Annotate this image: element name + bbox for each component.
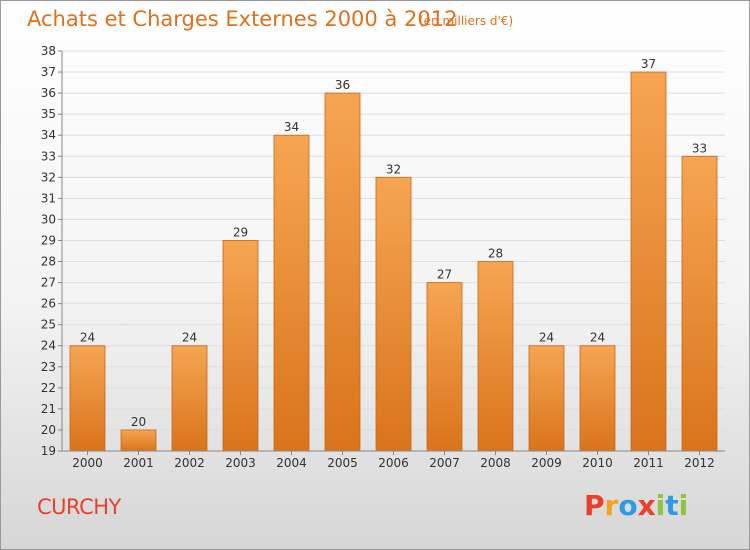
logo-letter: t <box>665 489 679 522</box>
y-tick-label: 20 <box>41 423 56 437</box>
value-label-2008: 28 <box>488 247 503 261</box>
y-tick-label: 38 <box>41 44 56 58</box>
y-tick-label: 30 <box>41 212 56 226</box>
y-tick-label: 29 <box>41 233 56 247</box>
bar-2000 <box>69 345 106 452</box>
y-tick-label: 36 <box>41 86 56 100</box>
x-tick-label-2006: 2006 <box>378 456 409 470</box>
bar-2012 <box>681 155 718 452</box>
bar-2005 <box>324 92 361 452</box>
bar-2010 <box>579 345 616 452</box>
logo-letter: o <box>618 489 638 522</box>
x-tick-label-2000: 2000 <box>72 456 103 470</box>
bar-2002 <box>171 345 208 452</box>
bar-2006 <box>375 176 412 452</box>
x-tick-label-2012: 2012 <box>684 456 715 470</box>
value-label-2005: 36 <box>335 78 350 92</box>
x-tick-label-2005: 2005 <box>327 456 358 470</box>
logo-letter: i <box>655 489 666 522</box>
axes: 19 20 21 22 23 24 25 26 27 28 29 30 31 32 33 34 35 36 37 38… <box>41 44 725 470</box>
bar-2011 <box>630 71 667 452</box>
x-tick-label-2003: 2003 <box>225 456 256 470</box>
y-tick-label: 33 <box>41 149 56 163</box>
y-tick-label: 21 <box>41 402 56 416</box>
y-tick-label: 24 <box>41 339 56 353</box>
value-label-2012: 33 <box>692 141 707 155</box>
y-tick-label: 37 <box>41 65 56 79</box>
value-label-2002: 24 <box>182 331 197 345</box>
y-tick-label: 19 <box>41 444 56 458</box>
bar-2001 <box>120 429 157 452</box>
y-tick-label: 23 <box>41 360 56 374</box>
proxiti-logo: Proxiti <box>584 489 688 522</box>
value-label-2009: 24 <box>539 331 554 345</box>
y-tick-label: 31 <box>41 191 56 205</box>
y-tick-label: 27 <box>41 276 56 290</box>
value-label-2006: 32 <box>386 162 401 176</box>
y-tick-label: 34 <box>41 128 56 142</box>
logo-letter: r <box>604 489 619 522</box>
value-label-2011: 37 <box>641 57 656 71</box>
bar-2009 <box>528 345 565 452</box>
value-label-2010: 24 <box>590 331 605 345</box>
x-tick-label-2011: 2011 <box>633 456 664 470</box>
value-label-2004: 34 <box>284 120 299 134</box>
value-label-2000: 24 <box>80 331 95 345</box>
bar-2003 <box>222 240 259 452</box>
x-tick-label-2009: 2009 <box>531 456 562 470</box>
y-tick-label: 28 <box>41 255 56 269</box>
value-label-2007: 27 <box>437 268 452 282</box>
bar-2004 <box>273 134 310 452</box>
logo-letter: P <box>584 489 605 522</box>
value-label-2001: 20 <box>131 415 146 429</box>
x-tick-label-2007: 2007 <box>429 456 460 470</box>
bar-2008 <box>477 261 514 452</box>
x-tick-label-2001: 2001 <box>123 456 154 470</box>
bar-2007 <box>426 282 463 452</box>
y-tick-label: 26 <box>41 297 56 311</box>
x-tick-label-2008: 2008 <box>480 456 511 470</box>
unit-label: (en milliers d'€) <box>419 14 514 28</box>
x-tick-label-2002: 2002 <box>174 456 205 470</box>
value-label-2003: 29 <box>233 225 248 239</box>
x-tick-label-2004: 2004 <box>276 456 307 470</box>
y-tick-label: 22 <box>41 381 56 395</box>
commune-name: CURCHY <box>37 495 121 519</box>
logo-letter: x <box>637 489 656 522</box>
y-tick-label: 32 <box>41 170 56 184</box>
logo-letter: i <box>678 489 689 522</box>
bars: 24 20 24 29 34 36 32 27 28 24 24 37 33 <box>69 57 718 452</box>
x-tick-label-2010: 2010 <box>582 456 613 470</box>
y-tick-label: 25 <box>41 318 56 332</box>
y-tick-label: 35 <box>41 107 56 121</box>
chart-title: Achats et Charges Externes 2000 à 2012 <box>27 7 458 31</box>
